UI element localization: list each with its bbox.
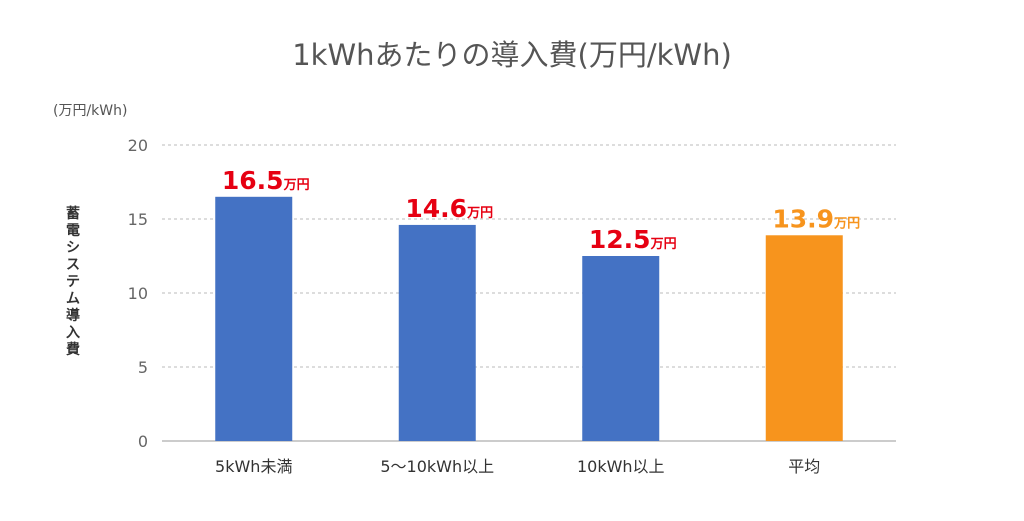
- y-axis-label-char: 電: [66, 222, 80, 239]
- bar-value-label: 14.6万円: [405, 194, 493, 223]
- bar-value-label: 12.5万円: [589, 225, 677, 254]
- y-unit-label: (万円/kWh): [53, 103, 127, 119]
- y-tick-labels: 0 5 10 15 20: [128, 136, 148, 451]
- x-category-label: 平均: [788, 457, 820, 476]
- bar: [582, 256, 660, 441]
- bar-value-unit: 万円: [283, 178, 310, 193]
- y-axis-label-char: テ: [66, 274, 80, 290]
- bar-value-number: 12.5: [589, 225, 651, 254]
- y-axis-label-char: シ: [66, 240, 80, 256]
- x-category-label: 5kWh未満: [215, 457, 292, 476]
- bar: [765, 235, 843, 441]
- bars: [215, 196, 843, 441]
- bar: [215, 196, 293, 441]
- y-tick-label: 10: [128, 284, 148, 303]
- bar-value-unit: 万円: [650, 237, 677, 252]
- bar-value-unit: 万円: [466, 206, 493, 221]
- y-axis-label-char: 入: [66, 325, 80, 341]
- y-tick-label: 20: [128, 136, 148, 155]
- x-category-label: 5～10kWh以上: [380, 457, 494, 476]
- x-category-label: 10kWh以上: [577, 457, 665, 476]
- chart-title: 1kWhあたりの導入費(万円/kWh): [292, 38, 732, 72]
- bar-value-number: 14.6: [405, 194, 467, 223]
- bar-value-unit: 万円: [833, 216, 860, 231]
- y-tick-label: 0: [138, 432, 148, 451]
- y-tick-label: 15: [128, 210, 148, 229]
- y-tick-label: 5: [138, 358, 148, 377]
- y-axis-label-char: 導: [66, 307, 80, 324]
- bar-value-number: 16.5: [222, 166, 284, 195]
- bar-value-number: 13.9: [772, 204, 834, 233]
- y-axis-label-char: 蓄: [66, 205, 80, 222]
- y-axis-label-char: 費: [66, 341, 80, 358]
- y-axis-label-char: ム: [66, 291, 80, 307]
- bar-value-label: 13.9万円: [772, 204, 860, 233]
- bar-value-label: 16.5万円: [222, 166, 310, 195]
- x-category-labels: 5kWh未満 5～10kWh以上 10kWh以上 平均: [215, 457, 820, 476]
- bar: [398, 224, 476, 441]
- y-axis-label-char: ス: [66, 257, 80, 273]
